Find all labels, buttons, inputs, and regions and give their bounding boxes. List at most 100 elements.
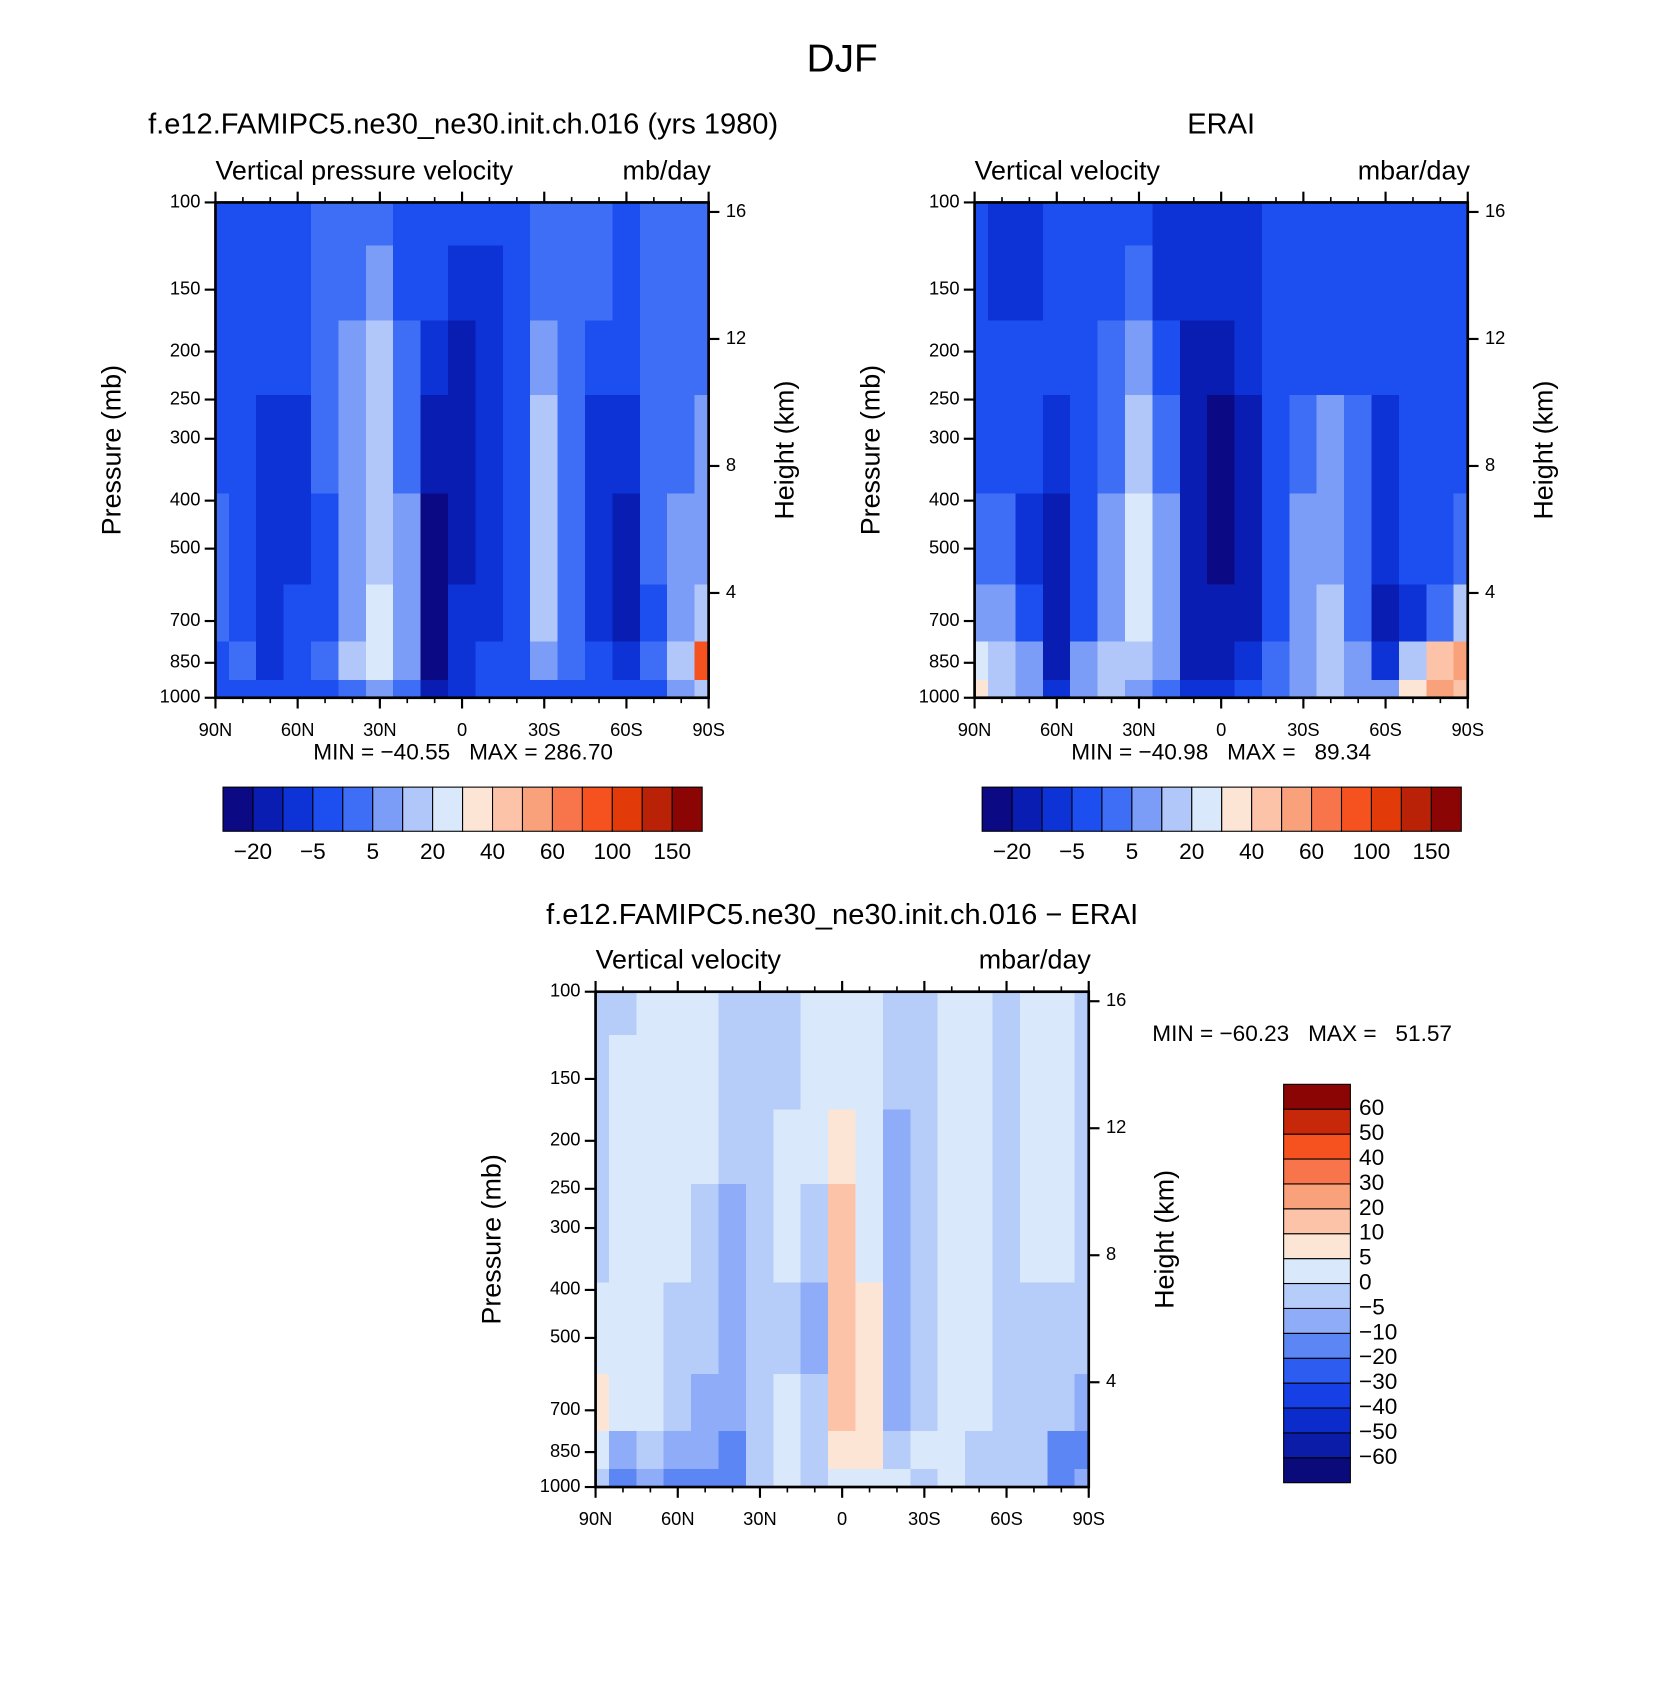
contour-cell <box>667 202 696 247</box>
contour-cell <box>283 245 312 321</box>
contour-cell <box>987 641 1017 681</box>
contour-cell <box>773 991 802 1036</box>
contour-cell <box>420 245 449 321</box>
panel-subtitle-left: Vertical pressure velocity <box>215 155 513 185</box>
colorbar-label: 20 <box>1179 839 1204 864</box>
contour-cell <box>965 1184 994 1284</box>
contour-cell <box>1289 493 1318 586</box>
contour-cell <box>663 1184 692 1284</box>
contour-cell <box>1371 584 1400 643</box>
contour-cell <box>393 584 422 643</box>
contour-cell <box>1426 202 1455 247</box>
x-tick-label: 60S <box>990 1508 1023 1529</box>
contour-cell <box>256 493 285 586</box>
contour-cell <box>420 679 449 699</box>
contour-cell <box>420 202 449 247</box>
contour-cell <box>1070 493 1099 586</box>
contour-cell <box>420 641 449 681</box>
y-tick-label: 250 <box>550 1177 581 1198</box>
contour-cell <box>338 641 367 681</box>
contour-cell <box>448 394 477 495</box>
colorbar-box <box>1283 1183 1351 1210</box>
y2-tick-label: 4 <box>1106 1370 1116 1391</box>
contour-cell <box>228 679 257 699</box>
colorbar-box <box>1430 786 1462 832</box>
colorbar-box <box>521 786 553 832</box>
contour-cell <box>215 202 230 247</box>
contour-cell <box>1261 202 1290 247</box>
colorbar-box <box>222 786 254 832</box>
colorbar-box <box>1251 786 1283 832</box>
colorbar-box <box>1041 786 1073 832</box>
contour-cell <box>1453 320 1469 396</box>
colorbar-box <box>1281 786 1313 832</box>
contour-cell <box>311 584 340 643</box>
contour-cell <box>1398 394 1427 495</box>
contour-cell <box>448 493 477 586</box>
contour-cell <box>965 991 994 1036</box>
contour-cell <box>1070 394 1099 495</box>
contour-cell <box>694 679 709 699</box>
contour-cell <box>608 1184 637 1284</box>
contour-cell <box>393 245 422 321</box>
contour-cell <box>965 1373 994 1432</box>
contour-cell <box>1426 584 1455 643</box>
contour-cell <box>1124 641 1154 681</box>
contour-cell <box>636 1034 665 1111</box>
y2-tick-label: 16 <box>1485 200 1505 221</box>
contour-cell <box>694 584 709 643</box>
y-tick-label: 100 <box>550 980 581 1001</box>
contour-cell <box>595 1282 610 1375</box>
contour-cell <box>215 245 230 321</box>
contour-cell <box>1207 245 1236 321</box>
y-tick-label: 700 <box>929 609 960 630</box>
contour-cell <box>1074 1109 1090 1185</box>
contour-cell <box>448 245 477 321</box>
contour-cell <box>557 320 586 396</box>
colorbar-box <box>671 786 703 832</box>
contour-cell <box>910 1430 939 1470</box>
contour-cell <box>283 394 312 495</box>
contour-cell <box>1015 245 1044 321</box>
contour-cell <box>420 584 449 643</box>
contour-cell <box>937 1282 966 1375</box>
contour-cell <box>448 202 477 247</box>
contour-cell <box>745 1469 774 1488</box>
contour-cell <box>773 1430 802 1470</box>
contour-cell <box>694 641 709 681</box>
contour-cell <box>585 584 614 643</box>
contour-cell <box>608 1034 637 1111</box>
contour-cell <box>1074 1373 1090 1432</box>
colorbar-label: −20 <box>234 839 272 864</box>
y-axis-title: Pressure (mb) <box>476 1154 506 1324</box>
contour-cell <box>1453 641 1469 681</box>
contour-cell <box>828 1034 857 1111</box>
contour-cell <box>502 320 531 396</box>
contour-cell <box>1234 245 1263 321</box>
contour-cell <box>828 1109 857 1185</box>
contour-cell <box>1124 493 1154 586</box>
contour-cell <box>828 991 857 1036</box>
panel-title: ERAI <box>1187 109 1255 141</box>
panel-title: f.e12.FAMIPC5.ne30_ne30.init.ch.016 (yrs… <box>148 109 778 141</box>
x-tick-label: 30N <box>743 1508 777 1529</box>
contour-cell <box>283 493 312 586</box>
contour-cell <box>215 394 230 495</box>
contour-cell <box>475 202 504 247</box>
contour-cell <box>557 641 586 681</box>
contour-cell <box>1261 493 1290 586</box>
contour-cell <box>502 641 531 681</box>
contour-cell <box>1070 320 1099 396</box>
contour-cell <box>1453 493 1469 586</box>
colorbar-box <box>1283 1432 1351 1459</box>
contour-cell <box>1344 202 1373 247</box>
contour-cell <box>1019 1430 1048 1470</box>
x-tick-label: 60N <box>1040 719 1074 740</box>
contour-cell <box>636 1430 665 1470</box>
contour-cell <box>694 394 709 495</box>
contour-cell <box>448 320 477 396</box>
contour-cell <box>1074 1430 1090 1470</box>
contour-cell <box>1316 641 1345 681</box>
panel-subtitle-right: mbar/day <box>1358 155 1471 185</box>
contour-cell <box>937 1184 966 1284</box>
